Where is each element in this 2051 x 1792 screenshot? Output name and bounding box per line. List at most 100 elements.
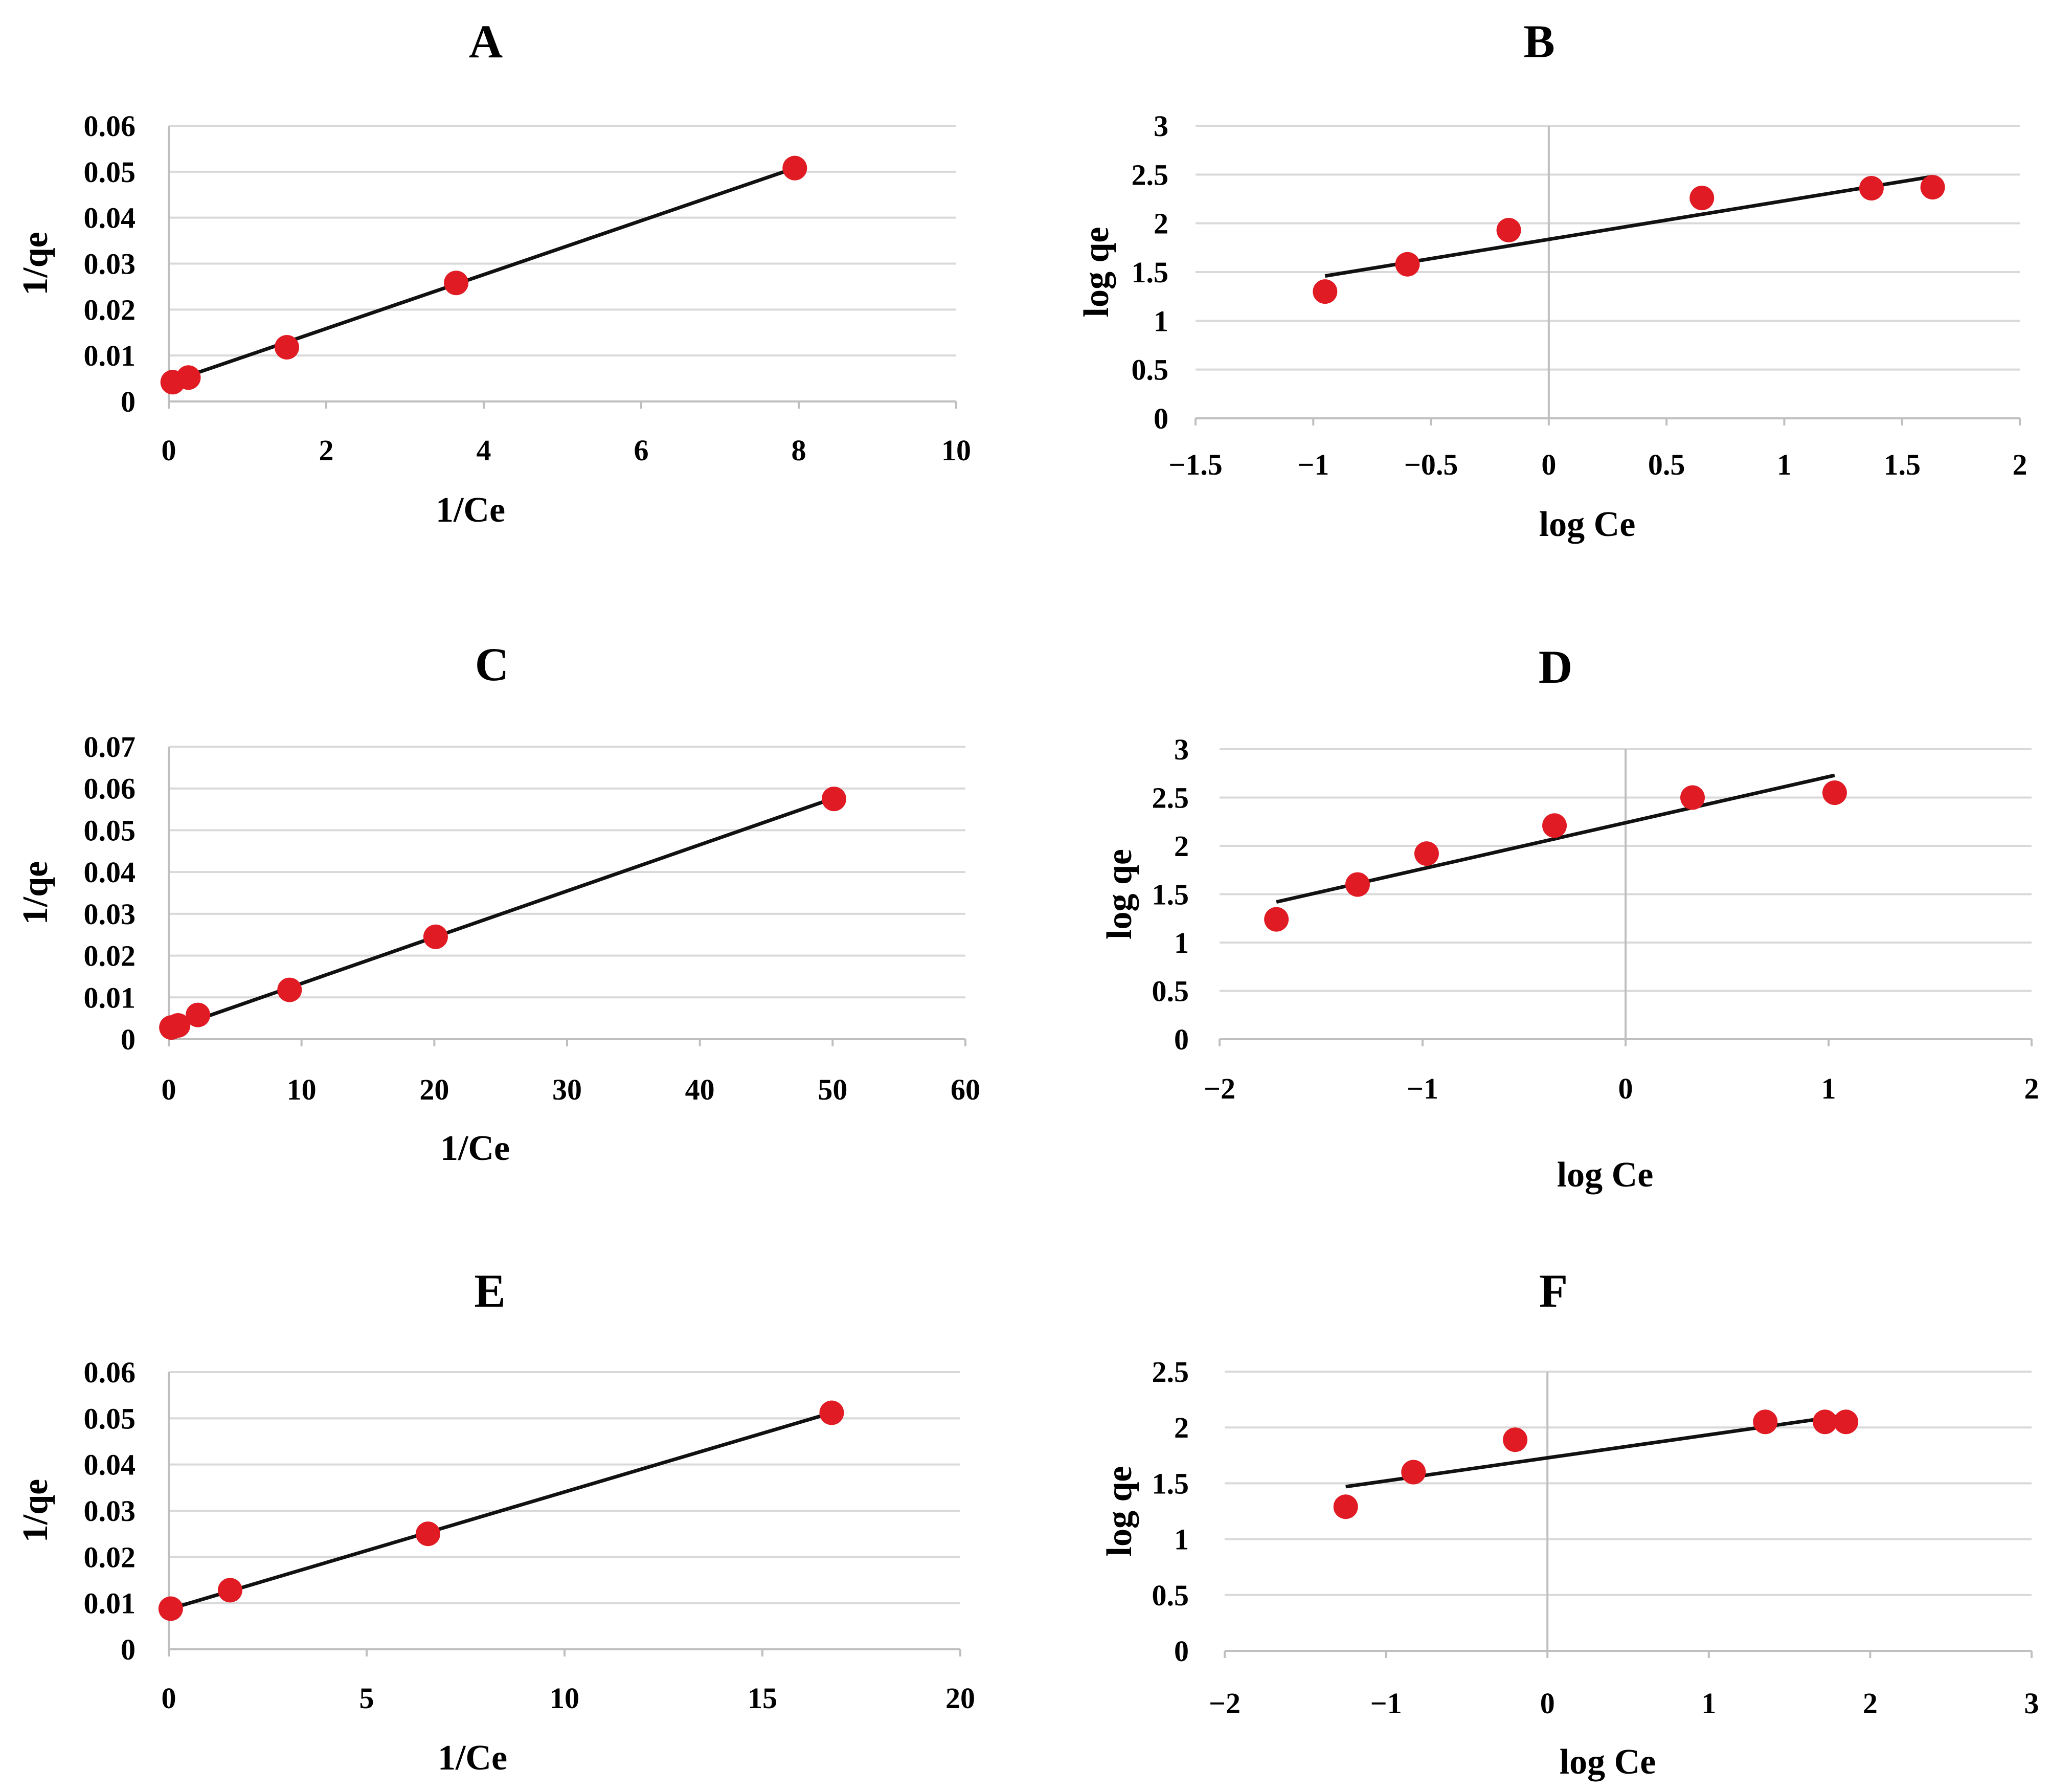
y-tick-label: 2.5 <box>1152 781 1189 815</box>
panel-c: C 0 0.01 0.02 0.03 0.04 0.05 0.06 0.07 0 10 20 30 40 5… <box>16 638 980 1168</box>
y-tick-label: 0.03 <box>84 1494 136 1528</box>
x-tick-label: 1 <box>1777 448 1792 481</box>
x-tick-label: 8 <box>792 434 806 467</box>
data-point <box>1401 1460 1426 1485</box>
x-tick-label: −0.5 <box>1404 448 1458 481</box>
y-axis-label: 1/qe <box>16 861 55 925</box>
x-tick-label: −1 <box>1407 1072 1438 1105</box>
data-point <box>1920 175 1945 200</box>
data-point <box>1264 907 1289 932</box>
data-point <box>1680 785 1705 810</box>
data-point <box>1813 1409 1838 1435</box>
data-point <box>277 977 302 1002</box>
x-tick-label: −2 <box>1209 1687 1241 1720</box>
x-tick-label: 0 <box>1618 1072 1633 1105</box>
x-tick-label: 1 <box>1701 1687 1716 1720</box>
panel-title: A <box>469 15 503 68</box>
y-tick-label: 0 <box>1174 1634 1189 1668</box>
x-tick-label: 20 <box>945 1682 975 1715</box>
x-tick-label: 0.5 <box>1648 448 1685 481</box>
trend-line <box>1276 773 1835 904</box>
data-point <box>819 1400 844 1425</box>
y-axis-label: log qe <box>1100 1466 1139 1557</box>
x-tick-label: 40 <box>685 1073 715 1106</box>
x-tick-label: 0 <box>1541 448 1556 481</box>
y-tick-label: 0.07 <box>84 730 136 764</box>
y-tick-label: 2.5 <box>1152 1355 1189 1388</box>
y-tick-label: 0 <box>121 385 136 418</box>
data-point <box>415 1521 440 1547</box>
x-tick-label: −1 <box>1297 448 1329 481</box>
data-point <box>782 155 807 181</box>
data-point <box>1333 1494 1358 1519</box>
x-axis-label: 1/Ce <box>438 1738 507 1778</box>
data-point <box>158 1596 183 1621</box>
y-tick-label: 2.5 <box>1132 158 1169 191</box>
panel-a: A 0 0.01 0.02 0.03 0.04 0.05 0.06 0 2 4 6 8 10 1/Ce 1/q… <box>16 15 971 530</box>
panel-b: B 0 0.5 1 1.5 2 2.5 3 −1.5 −1 −0.5 0 0.5 1 1.5 2 log Ce l… <box>1077 15 2027 544</box>
data-point <box>1345 872 1370 897</box>
x-axis-label: 1/Ce <box>436 490 505 530</box>
x-tick-label: 10 <box>941 434 971 467</box>
data-point <box>1753 1409 1778 1435</box>
data-point <box>176 365 201 390</box>
y-tick-label: 0.03 <box>84 248 136 281</box>
y-tick-label: 0.5 <box>1152 975 1189 1008</box>
y-axis-label: 1/qe <box>16 232 55 295</box>
data-point <box>186 1002 211 1027</box>
x-tick-label: 2 <box>2024 1072 2039 1105</box>
x-tick-label: 2 <box>2013 448 2027 481</box>
x-tick-label: 0 <box>1540 1687 1555 1720</box>
x-tick-label: 0 <box>162 434 176 467</box>
y-axis-label: log qe <box>1100 849 1139 939</box>
x-tick-label: 60 <box>951 1073 980 1106</box>
y-tick-label: 0.5 <box>1152 1579 1189 1612</box>
x-tick-label: 50 <box>818 1073 847 1106</box>
x-tick-label: 30 <box>552 1073 582 1106</box>
x-tick-label: 2 <box>319 434 334 467</box>
x-tick-label: 0 <box>162 1682 176 1715</box>
data-point <box>821 787 846 812</box>
y-tick-label: 1 <box>1174 1523 1189 1556</box>
x-axis-label: log Ce <box>1560 1742 1656 1782</box>
x-tick-label: 10 <box>287 1073 317 1106</box>
y-tick-label: 0.02 <box>84 1540 136 1574</box>
y-tick-label: 0.5 <box>1132 353 1169 387</box>
y-tick-label: 0.02 <box>84 939 136 973</box>
data-point <box>1414 841 1439 866</box>
y-tick-label: 1.5 <box>1152 1467 1189 1500</box>
x-tick-label: 1 <box>1821 1072 1836 1105</box>
y-tick-label: 0.06 <box>84 772 136 805</box>
x-tick-label: 15 <box>748 1682 777 1715</box>
y-tick-label: 0.04 <box>84 201 136 235</box>
y-tick-label: 0.01 <box>84 339 136 372</box>
y-tick-label: 0.01 <box>84 981 136 1014</box>
panel-f: F 0 0.5 1 1.5 2 2.5 −2 −1 0 1 2 3 log Ce log qe <box>1100 1265 2039 1782</box>
y-tick-label: 2 <box>1174 830 1189 863</box>
panel-e: E 0 0.01 0.02 0.03 0.04 0.05 0.06 0 5 10 15 20 1/Ce 1/… <box>16 1265 975 1778</box>
data-point <box>444 271 469 296</box>
y-tick-label: 0.05 <box>84 1402 136 1435</box>
panel-title: D <box>1539 641 1572 693</box>
y-tick-label: 2 <box>1174 1411 1189 1444</box>
y-tick-label: 1 <box>1154 304 1168 338</box>
y-tick-label: 0.01 <box>84 1587 136 1620</box>
panel-title: F <box>1539 1265 1568 1317</box>
panel-title: B <box>1523 15 1554 68</box>
trend-line <box>170 166 796 384</box>
x-tick-label: 1.5 <box>1883 448 1921 481</box>
x-axis-label: log Ce <box>1557 1155 1654 1195</box>
y-tick-label: 2 <box>1154 207 1168 240</box>
trend-line <box>170 1411 832 1610</box>
data-point <box>1496 218 1521 243</box>
data-point <box>217 1578 242 1603</box>
x-tick-label: 20 <box>419 1073 449 1106</box>
x-tick-label: 3 <box>2024 1687 2039 1720</box>
x-tick-label: −2 <box>1204 1072 1235 1105</box>
data-point <box>275 334 299 360</box>
y-tick-label: 0.04 <box>84 1448 136 1482</box>
y-axis-label: log qe <box>1077 227 1116 318</box>
panel-title: E <box>474 1265 505 1317</box>
x-tick-label: 5 <box>359 1682 374 1715</box>
